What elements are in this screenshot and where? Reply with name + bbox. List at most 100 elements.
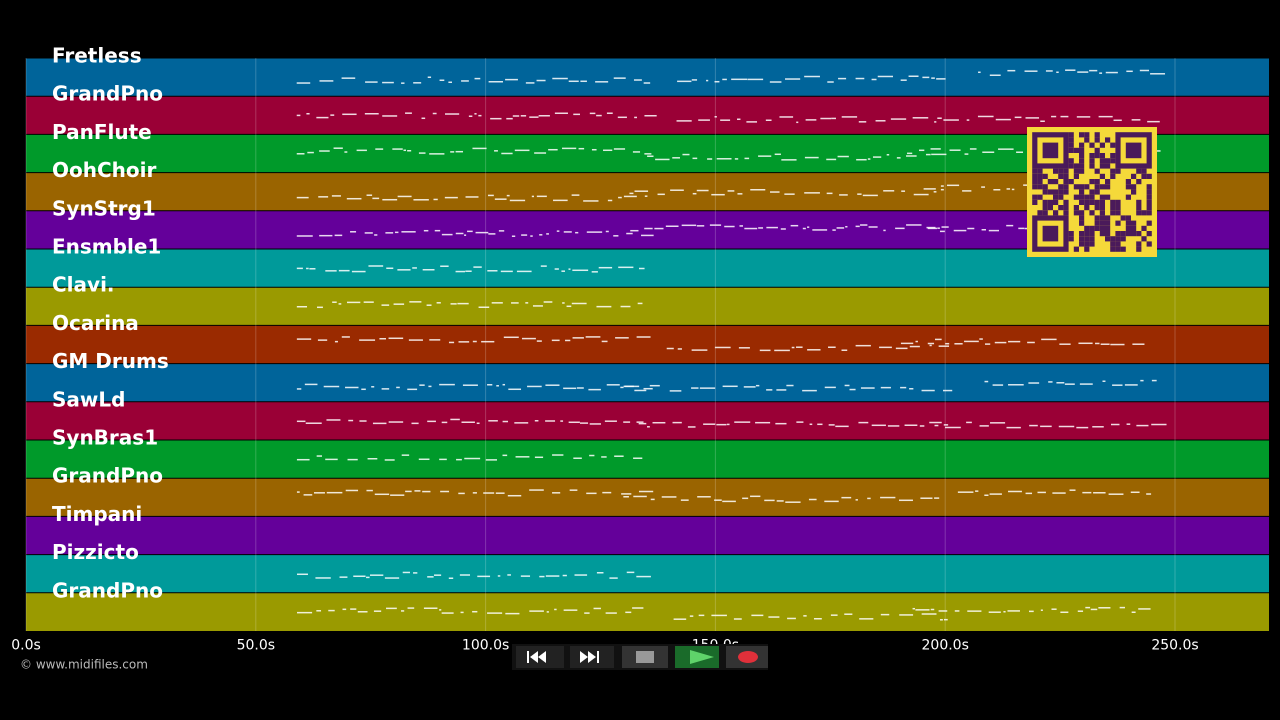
note [475, 231, 489, 234]
qr-module [1073, 147, 1079, 153]
qr-module [1079, 189, 1085, 195]
note [412, 267, 417, 269]
tracks [26, 57, 1269, 631]
qr-module [1094, 189, 1100, 195]
note [552, 492, 561, 494]
note [647, 426, 650, 428]
note [579, 422, 589, 424]
note [509, 199, 526, 202]
note [758, 155, 772, 157]
note [455, 232, 464, 235]
note [363, 301, 374, 303]
track-band [26, 325, 1269, 364]
note [625, 611, 632, 614]
qr-module [1146, 199, 1152, 205]
note [1056, 71, 1059, 74]
note [1111, 423, 1120, 426]
note [620, 305, 631, 308]
note [432, 112, 437, 115]
track-labels: Fretless GrandPno PanFlute OohChoir SynStrg1… [52, 44, 169, 603]
note [511, 302, 519, 304]
note [507, 494, 522, 497]
note [562, 302, 565, 304]
note [520, 575, 531, 577]
qr-module [1037, 184, 1043, 190]
note [605, 612, 617, 614]
note [1064, 383, 1075, 385]
note [448, 341, 455, 344]
qr-module [1115, 168, 1121, 174]
note [940, 188, 944, 191]
note [838, 77, 847, 80]
note [984, 343, 991, 345]
note [596, 572, 604, 574]
qr-module [1141, 210, 1147, 216]
note [618, 196, 622, 199]
note [375, 148, 384, 150]
note [359, 420, 367, 422]
note [1131, 611, 1136, 613]
note [296, 153, 305, 155]
qr-module [1136, 246, 1142, 252]
note [638, 490, 654, 493]
note [591, 148, 597, 151]
qr-module [1099, 225, 1105, 231]
note [614, 455, 624, 457]
note [346, 197, 362, 200]
qr-module [1089, 225, 1095, 231]
note [601, 340, 608, 343]
note [828, 424, 835, 426]
track-band [26, 478, 1269, 517]
note [505, 612, 520, 615]
qr-module [1105, 179, 1111, 185]
note [427, 76, 432, 79]
forward-button[interactable] [570, 646, 614, 668]
note [796, 346, 803, 348]
note [880, 386, 891, 389]
note [580, 80, 587, 83]
transport [512, 644, 768, 670]
note [1060, 115, 1069, 118]
note [988, 611, 1001, 613]
note [405, 112, 412, 114]
time-tick-label: 250.0s [1151, 638, 1198, 654]
note [1029, 424, 1038, 427]
record-button[interactable] [726, 646, 768, 668]
note [429, 153, 445, 155]
play-button[interactable] [675, 646, 719, 668]
note [303, 494, 313, 496]
qr-module [1068, 179, 1074, 185]
qr-module [1073, 163, 1079, 169]
rewind-button[interactable] [516, 646, 564, 668]
note [827, 81, 834, 83]
note [1076, 116, 1091, 118]
note [472, 492, 477, 494]
note [808, 498, 817, 501]
note [473, 266, 482, 268]
stop-button[interactable] [622, 646, 668, 668]
note [824, 500, 839, 503]
note [565, 339, 571, 342]
qr-module [1063, 173, 1069, 179]
qr-module [1115, 231, 1121, 237]
note [714, 499, 722, 501]
qr-module [1032, 194, 1038, 200]
note [984, 380, 989, 383]
note [670, 189, 684, 191]
note [912, 607, 916, 610]
note [514, 149, 530, 152]
note [296, 196, 309, 199]
qr-code [1027, 127, 1157, 257]
note [632, 607, 644, 609]
qr-module [1053, 189, 1059, 195]
note [457, 302, 469, 305]
note [931, 77, 935, 79]
note [439, 79, 445, 82]
note [325, 458, 338, 461]
note [1056, 382, 1065, 384]
note [374, 234, 378, 236]
note [342, 608, 347, 611]
time-tick-label: 100.0s [462, 638, 509, 654]
note [596, 114, 602, 117]
note [993, 188, 1001, 191]
